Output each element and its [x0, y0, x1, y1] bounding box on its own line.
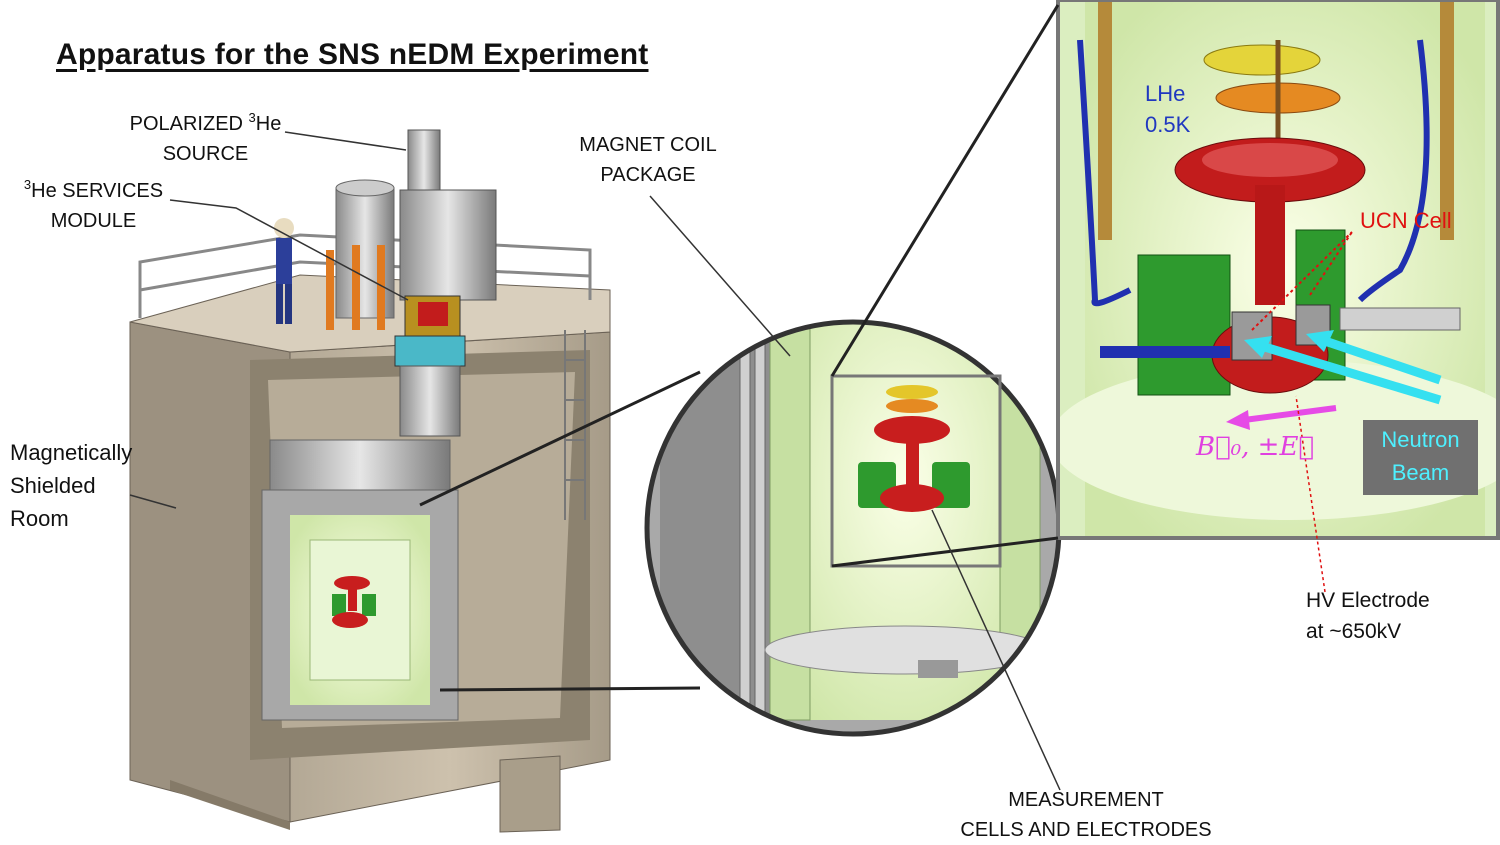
label-leader-lines	[129, 131, 1326, 791]
neutron-beam-label: Neutron Beam	[1363, 420, 1478, 495]
ucn-cell-label: UCN Cell	[1360, 208, 1452, 233]
polarized-he3-source-label: POLARIZED 3He SOURCE	[129, 110, 282, 165]
coil-package-magnified-view	[644, 319, 1062, 737]
page-title: Apparatus for the SNS nEDM Experiment	[56, 38, 649, 71]
shielded-room-model	[129, 129, 611, 833]
measurement-cells-label: MEASUREMENT CELLS AND ELECTRODES	[960, 789, 1212, 841]
magnification-connectors	[419, 4, 1060, 692]
he3-services-module-label: 3He SERVICES MODULE	[23, 177, 164, 232]
magnetically-shielded-room-label: Magnetically Shielded Room	[10, 440, 133, 531]
field-vector-label: B⃗₀, ±E⃗	[1196, 432, 1315, 462]
lhe-temperature-label: LHe 0.5K	[1145, 81, 1191, 137]
hv-electrode-label: HV Electrode at ~650kV	[1306, 589, 1430, 643]
magnet-coil-package-label: MAGNET COIL PACKAGE	[579, 134, 717, 186]
